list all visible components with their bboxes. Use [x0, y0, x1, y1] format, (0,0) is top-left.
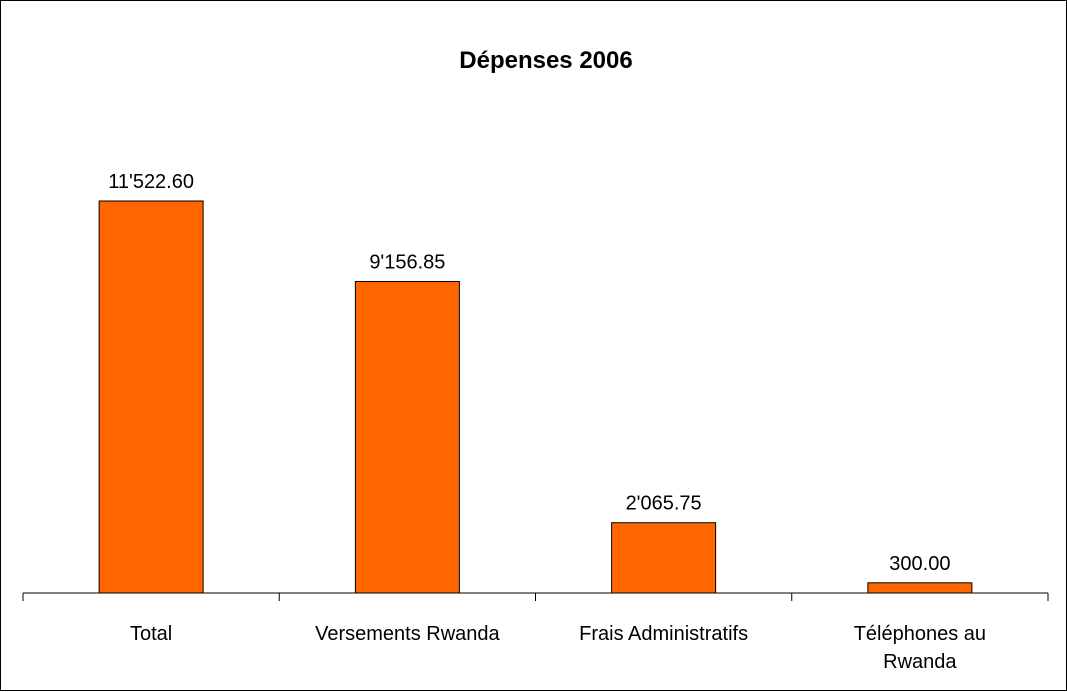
bar-2	[355, 281, 459, 593]
labels-layer: 11'522.60 Total 9'156.85 Versements Rwanda 2…	[108, 171, 986, 673]
category-label: Frais Administratifs	[579, 623, 748, 645]
data-label: 300.00	[889, 553, 950, 575]
category-label: Total	[130, 623, 172, 645]
bar-4	[868, 583, 972, 593]
data-label: 11'522.60	[108, 171, 194, 193]
bar-3	[612, 523, 716, 593]
bars-layer	[99, 201, 972, 593]
category-label: Téléphones au Rwanda	[854, 623, 986, 673]
category-label: Versements Rwanda	[315, 623, 500, 645]
bar-1	[99, 201, 203, 593]
chart-title: Dépenses 2006	[459, 47, 632, 74]
data-label: 2'065.75	[626, 493, 702, 515]
x-axis	[23, 593, 1048, 601]
data-label: 9'156.85	[369, 251, 445, 273]
